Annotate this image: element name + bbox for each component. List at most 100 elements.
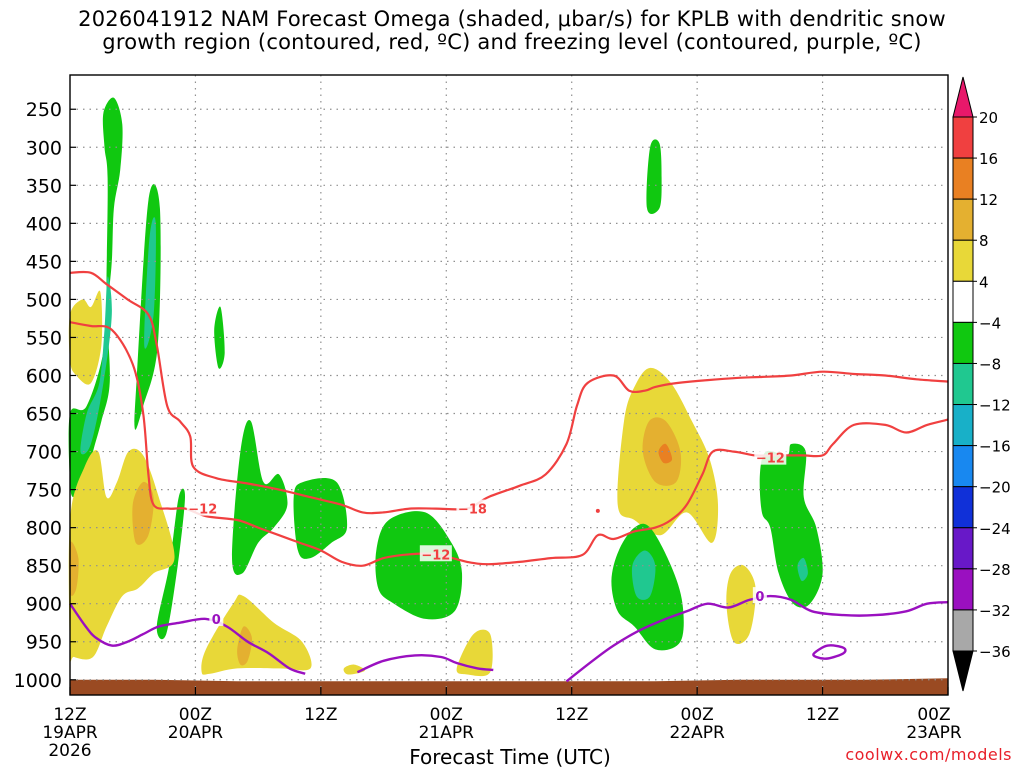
y-tick-label-400: 400 <box>26 213 62 235</box>
x-axis-label: Forecast Time (UTC) <box>409 745 611 768</box>
colorbar-label-9: −20 <box>979 479 1011 497</box>
colorbar-label-5: −4 <box>979 314 1001 332</box>
freezing-contour-line-3 <box>812 644 847 660</box>
colorbar-box-10 <box>952 527 974 570</box>
gridlines <box>70 75 948 695</box>
y-tick-label-350: 350 <box>26 175 62 197</box>
omega-region-green-0 <box>68 97 123 498</box>
colorbar-label-7: −12 <box>979 397 1011 415</box>
y-tick-label-850: 850 <box>26 556 62 578</box>
colorbar-box-9 <box>952 486 974 529</box>
colorbar-label-12: −32 <box>979 602 1011 620</box>
freezing-contour-label-0: 0 <box>212 613 221 628</box>
freezing-contour-line-1 <box>356 654 494 674</box>
omega-region-teal-2 <box>80 276 112 455</box>
colorbar-box-3 <box>952 239 974 282</box>
colorbar-label-0: 20 <box>979 109 998 127</box>
dgz-contour-line-0 <box>69 270 949 515</box>
ground-surface <box>70 678 948 695</box>
omega-shading <box>68 97 823 677</box>
omega-region-teal-25 <box>797 557 808 582</box>
colorbar-box-11 <box>952 568 974 611</box>
freezing-contour-line-2 <box>565 594 949 683</box>
omega-region-orange-11 <box>132 481 154 545</box>
omega-region-teal-22 <box>631 550 656 600</box>
x-tick-label-6: 12Z <box>806 705 839 725</box>
omega-region-green-5 <box>214 306 225 369</box>
colorbar-label-3: 8 <box>979 232 989 250</box>
colorbar-label-13: −36 <box>979 643 1011 661</box>
omega-region-teal-3 <box>144 217 156 349</box>
colorbar-label-2: 12 <box>979 191 998 209</box>
y-tick-label-1000: 1000 <box>14 670 62 692</box>
omega-region-green-17 <box>646 139 662 214</box>
x-tick-label-4: 12Z <box>555 705 588 725</box>
y-tick-label-550: 550 <box>26 327 62 349</box>
colorbar-box-12 <box>952 609 974 652</box>
colorbar: 20 16 12 8 4 −4 −8 −12 −16 −20 −24 −28 −32 −36 <box>952 76 1011 692</box>
colorbar-label-11: −28 <box>979 561 1011 579</box>
colorbar-label-6: −8 <box>979 355 1001 373</box>
dgz-contour-label-0: −18 <box>458 503 487 518</box>
dgz-contour-label-bg-2 <box>419 545 452 562</box>
y-tick-label-300: 300 <box>26 137 62 159</box>
axes: 250 300 350 400 450 500 550 600 650 700 750 800 850 9… <box>14 74 962 761</box>
x-tick-date-7: 23APR <box>906 723 962 743</box>
freezing-contour-label-bg-2 <box>752 587 767 604</box>
colorbar-label-8: −16 <box>979 438 1011 456</box>
y-tick-label-950: 950 <box>26 632 62 654</box>
y-tick-label-450: 450 <box>26 251 62 273</box>
x-tick-label-7: 00Z <box>917 705 950 725</box>
colorbar-box-0 <box>952 116 974 159</box>
x-tick-label-5: 00Z <box>681 705 714 725</box>
omega-region-yellow-9 <box>68 290 103 385</box>
colorbar-box-7 <box>952 404 974 447</box>
y-tick-label-250: 250 <box>26 99 62 121</box>
title-line-2: growth region (contoured, red, ºC) and f… <box>102 30 922 54</box>
credit-text: coolwx.com/models <box>845 745 1012 764</box>
dgz-contour-label-1: −12 <box>188 503 217 518</box>
freezing-contour-line-0 <box>69 603 306 675</box>
y-tick-label-900: 900 <box>26 594 62 616</box>
colorbar-top-arrow <box>952 76 974 118</box>
y-tick-label-650: 650 <box>26 404 62 426</box>
colorbar-bottom-arrow <box>952 650 974 692</box>
freezing-contour-label-bg-0 <box>209 609 224 626</box>
colorbar-label-1: 16 <box>979 150 998 168</box>
dgz-contour-label-bg-1 <box>186 499 219 516</box>
y-tick-label-700: 700 <box>26 442 62 464</box>
ground-fill <box>70 678 948 695</box>
colorbar-box-8 <box>952 445 974 488</box>
x-tick-date-3: 21APR <box>419 723 475 743</box>
contours: −18 −12 −12 −12 0 0 <box>69 270 949 683</box>
y-tick-label-800: 800 <box>26 518 62 540</box>
colorbar-box-4 <box>952 280 974 323</box>
chart-title: 2026041912 NAM Forecast Omega (shaded, μ… <box>0 8 1024 54</box>
omega-region-orange-12 <box>69 541 79 596</box>
plot-frame <box>69 74 949 696</box>
freezing-contour-label-2: 0 <box>755 590 764 605</box>
colorbar-box-1 <box>952 157 974 200</box>
colorbar-label-10: −24 <box>979 520 1011 538</box>
omega-region-orange-20 <box>658 443 673 464</box>
x-tick-date-1: 20APR <box>168 723 224 743</box>
dgz-contour-label-bg-3 <box>754 448 787 465</box>
colorbar-box-5 <box>952 321 974 364</box>
title-line-1: 2026041912 NAM Forecast Omega (shaded, μ… <box>78 7 946 31</box>
colorbar-box-2 <box>952 198 974 241</box>
dgz-contour-label-2: −12 <box>421 548 450 563</box>
y-tick-label-500: 500 <box>26 289 62 311</box>
dgz-contour-line-1 <box>69 321 949 567</box>
x-tick-date-5: 22APR <box>669 723 725 743</box>
omega-region-green-6 <box>231 420 288 575</box>
colorbar-box-6 <box>952 362 974 406</box>
dgz-contour-label-3: −12 <box>756 452 785 467</box>
x-tick-year-0: 2026 <box>48 741 91 761</box>
omega-region-green-8 <box>375 511 463 620</box>
x-tick-date-0: 19APR <box>42 723 98 743</box>
x-tick-label-0: 12Z <box>53 705 86 725</box>
dgz-contour-label-bg-0 <box>456 499 489 516</box>
x-tick-label-2: 12Z <box>304 705 337 725</box>
y-tick-label-600: 600 <box>26 365 62 387</box>
